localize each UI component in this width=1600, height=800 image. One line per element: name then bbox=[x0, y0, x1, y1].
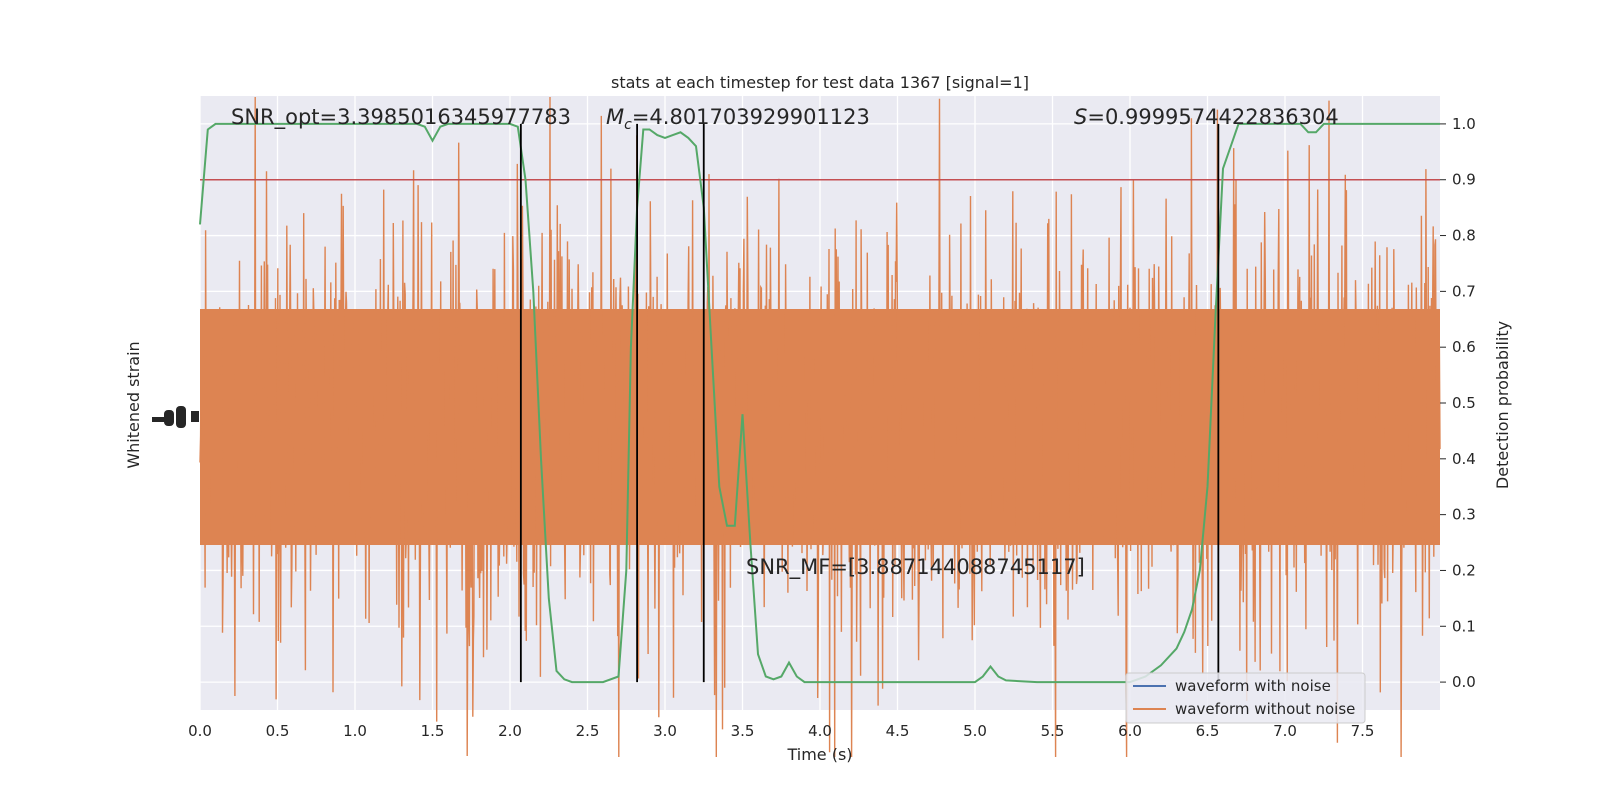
x-tick-label: 6.5 bbox=[1196, 722, 1220, 740]
x-tick-label: 0.0 bbox=[188, 722, 212, 740]
snr-mf-annotation: SNR_MF=[3.887144088745117] bbox=[746, 555, 1085, 580]
x-tick-label: 2.5 bbox=[576, 722, 600, 740]
x-tick-label: 4.5 bbox=[886, 722, 910, 740]
y-tick-label: 0.9 bbox=[1452, 171, 1476, 189]
x-tick-label: 0.5 bbox=[266, 722, 290, 740]
chirp-mass-symbol: M bbox=[606, 105, 624, 129]
x-tick-label: 6.0 bbox=[1118, 722, 1142, 740]
y-axis-left-label: Whitened strain bbox=[124, 341, 143, 468]
chart-title: stats at each timestep for test data 136… bbox=[611, 73, 1029, 92]
y-tick-label: 0.1 bbox=[1452, 617, 1476, 635]
y-tick-label: 0.0 bbox=[1452, 673, 1476, 691]
left-axis-tick-glyphs bbox=[152, 406, 199, 428]
y-tick-label: 0.7 bbox=[1452, 282, 1476, 300]
x-tick-label: 1.5 bbox=[421, 722, 445, 740]
detection-probability-line bbox=[199, 122, 1440, 684]
y-tick-label: 0.4 bbox=[1452, 450, 1476, 468]
y-axis-right-ticks: 0.0 0.1 0.2 0.3 0.4 0.5 0.6 0.7 0.8 0.9 1.0 bbox=[1440, 115, 1476, 691]
legend-box bbox=[1125, 672, 1366, 724]
noise-trace bbox=[199, 96, 1441, 758]
y-tick-label: 0.3 bbox=[1452, 506, 1476, 524]
x-tick-label: 4.0 bbox=[808, 722, 832, 740]
y-tick-label: 1.0 bbox=[1452, 115, 1476, 133]
x-tick-label: 3.5 bbox=[731, 722, 755, 740]
chirp-mass-value: =4.801703929901123 bbox=[632, 105, 870, 129]
x-tick-label: 5.0 bbox=[963, 722, 987, 740]
x-axis-ticks: 0.0 0.5 1.0 1.5 2.0 2.5 3.0 3.5 4.0 4.5 5.0 5.5 6.0 6… bbox=[188, 722, 1374, 740]
vertical-markers bbox=[519, 123, 1220, 683]
x-tick-label: 2.0 bbox=[498, 722, 522, 740]
s-value: =0.9999574422836304 bbox=[1087, 105, 1338, 129]
x-tick-label: 7.5 bbox=[1351, 722, 1375, 740]
s-annotation: S=0.9999574422836304 bbox=[1074, 105, 1339, 129]
x-axis-label: Time (s) bbox=[786, 745, 852, 764]
chirp-mass-subscript: c bbox=[624, 117, 632, 133]
y-tick-label: 0.2 bbox=[1452, 561, 1476, 579]
s-symbol: S bbox=[1074, 105, 1087, 129]
y-tick-label: 0.6 bbox=[1452, 338, 1476, 356]
x-tick-label: 1.0 bbox=[343, 722, 367, 740]
legend-label-with-noise: waveform with noise bbox=[1175, 677, 1331, 695]
snr-opt-annotation: SNR_opt=3.3985016345977783 bbox=[231, 105, 571, 130]
y-axis-right-label: Detection probability bbox=[1493, 321, 1512, 489]
y-tick-label: 0.8 bbox=[1452, 227, 1476, 245]
noise-waveform bbox=[199, 96, 1441, 758]
x-tick-label: 5.5 bbox=[1041, 722, 1065, 740]
chirp-mass-annotation: Mc=4.801703929901123 bbox=[606, 105, 870, 133]
x-tick-label: 3.0 bbox=[653, 722, 677, 740]
x-tick-label: 7.0 bbox=[1273, 722, 1297, 740]
legend: waveform with noise waveform without noi… bbox=[1125, 672, 1366, 724]
y-tick-label: 0.5 bbox=[1452, 394, 1476, 412]
legend-label-without-noise: waveform without noise bbox=[1175, 700, 1355, 718]
